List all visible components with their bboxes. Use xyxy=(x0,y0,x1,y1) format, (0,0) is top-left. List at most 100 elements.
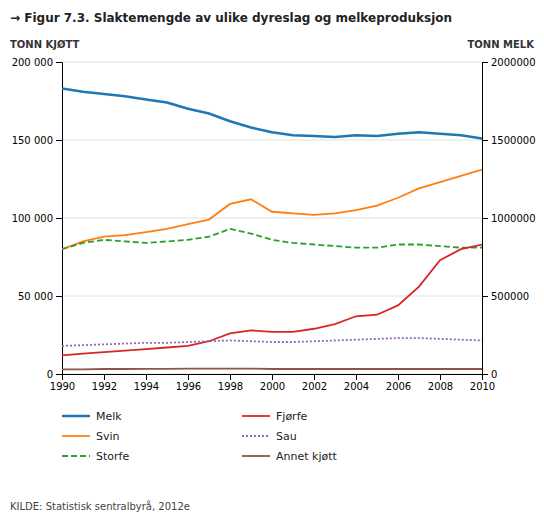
tick-mark xyxy=(56,374,62,375)
tick-label: 1992 xyxy=(92,381,117,392)
x-axis: 1990 1992 1994 1996 1998 2000 2002 2004 2006 2008… xyxy=(50,374,495,392)
tick: 1000000 xyxy=(482,213,536,224)
lines xyxy=(62,89,482,370)
tick: 1998 xyxy=(218,374,243,392)
tick: 1992 xyxy=(92,374,117,392)
plot-area: 1990 1992 1994 1996 1998 2000 2002 2004 2006 2008… xyxy=(12,57,536,392)
tick-mark xyxy=(482,296,488,297)
y2-axis-title: TONN MELK xyxy=(468,39,536,50)
tick-mark xyxy=(146,374,147,380)
legend-label: Annet kjøtt xyxy=(276,450,338,463)
tick-label: 50 000 xyxy=(18,291,53,302)
tick-label: 2000 xyxy=(260,381,285,392)
tick-mark xyxy=(482,140,488,141)
grid-line xyxy=(62,218,482,219)
legend-swatch xyxy=(242,435,270,437)
tick-label: 2004 xyxy=(344,381,369,392)
tick-label: 1500000 xyxy=(491,135,536,146)
legend-label: Svin xyxy=(96,430,120,443)
tick-label: 0 xyxy=(491,369,497,380)
tick-mark xyxy=(314,374,315,380)
series-line xyxy=(62,89,482,139)
legend-label: Melk xyxy=(96,410,122,423)
legend-label: Storfe xyxy=(96,450,129,463)
tick: 0 xyxy=(482,369,497,380)
tick-mark xyxy=(482,62,488,63)
tick-mark xyxy=(56,218,62,219)
legend-label: Sau xyxy=(276,430,297,443)
legend-label: Fjørfe xyxy=(276,410,308,423)
y-axis: 0 50 000 100 000 150 000 200 000 xyxy=(12,57,63,380)
axis-line xyxy=(483,63,489,375)
legend-item: Annet kjøtt xyxy=(242,450,338,463)
tick-mark xyxy=(188,374,189,380)
tick-mark xyxy=(482,218,488,219)
legend-item: Fjørfe xyxy=(242,410,308,423)
tick-label: 2008 xyxy=(428,381,453,392)
tick: 50 000 xyxy=(18,291,62,302)
tick-label: 0 xyxy=(47,369,53,380)
tick-mark xyxy=(440,374,441,380)
tick-mark xyxy=(356,374,357,380)
tick-label: 2006 xyxy=(386,381,411,392)
grid-line xyxy=(62,62,482,63)
series-line xyxy=(62,229,482,249)
tick-label: 1996 xyxy=(176,381,201,392)
grid-line xyxy=(62,140,482,141)
tick-label: 100 000 xyxy=(12,213,53,224)
series-line xyxy=(62,368,482,371)
tick-mark xyxy=(398,374,399,380)
tick: 1994 xyxy=(134,374,159,392)
tick: 2002 xyxy=(302,374,327,392)
series-line xyxy=(62,338,482,346)
tick: 2008 xyxy=(428,374,453,392)
tick: 1990 xyxy=(50,374,75,392)
legend-swatch xyxy=(62,455,90,457)
tick-mark xyxy=(56,62,62,63)
title: → Figur 7.3. Slaktemengde av ulike dyres… xyxy=(10,11,452,25)
tick-label: 2002 xyxy=(302,381,327,392)
tick-label: 1998 xyxy=(218,381,243,392)
tick-mark xyxy=(56,296,62,297)
legend-item: Sau xyxy=(242,430,297,443)
tick: 0 xyxy=(47,369,62,380)
tick-mark xyxy=(56,140,62,141)
tick-label: 1000000 xyxy=(491,213,536,224)
tick: 1500000 xyxy=(482,135,536,146)
tick: 2006 xyxy=(386,374,411,392)
series-line xyxy=(62,170,482,250)
y2-axis: 0 500000 1000000 1500000 2000000 xyxy=(482,57,536,380)
legend-item: Melk xyxy=(62,410,122,423)
tick: 2004 xyxy=(344,374,369,392)
legend-item: Svin xyxy=(62,430,120,443)
legend-item: Storfe xyxy=(62,450,129,463)
axis-line xyxy=(63,375,483,381)
tick-label: 1994 xyxy=(134,381,159,392)
grid xyxy=(62,62,482,374)
tick: 150 000 xyxy=(12,135,62,146)
tick: 500000 xyxy=(482,291,529,302)
tick-label: 2000000 xyxy=(491,57,536,68)
legend-swatch xyxy=(62,415,90,418)
tick-label: 150 000 xyxy=(12,135,53,146)
tick-label: 2010 xyxy=(470,381,495,392)
tick: 100 000 xyxy=(12,213,62,224)
tick-label: 1990 xyxy=(50,381,75,392)
tick-label: 500000 xyxy=(491,291,529,302)
tick: 2000000 xyxy=(482,57,536,68)
source: KILDE: Statistisk sentralbyrå, 2012e xyxy=(10,500,190,512)
grid-line xyxy=(62,296,482,297)
tick: 1996 xyxy=(176,374,201,392)
legend-swatch xyxy=(242,415,270,417)
tick-mark xyxy=(230,374,231,380)
tick: 200 000 xyxy=(12,57,62,68)
tick-label: 200 000 xyxy=(12,57,53,68)
tick: 2000 xyxy=(260,374,285,392)
series-line xyxy=(62,245,482,356)
legend: Melk Svin Storfe Fjørfe Sau Annet kjøtt xyxy=(62,410,338,463)
tick-mark xyxy=(104,374,105,380)
y-axis-title: TONN KJØTT xyxy=(10,39,80,50)
legend-swatch xyxy=(62,435,90,437)
legend-swatch xyxy=(242,455,270,457)
axis-line xyxy=(56,63,63,375)
